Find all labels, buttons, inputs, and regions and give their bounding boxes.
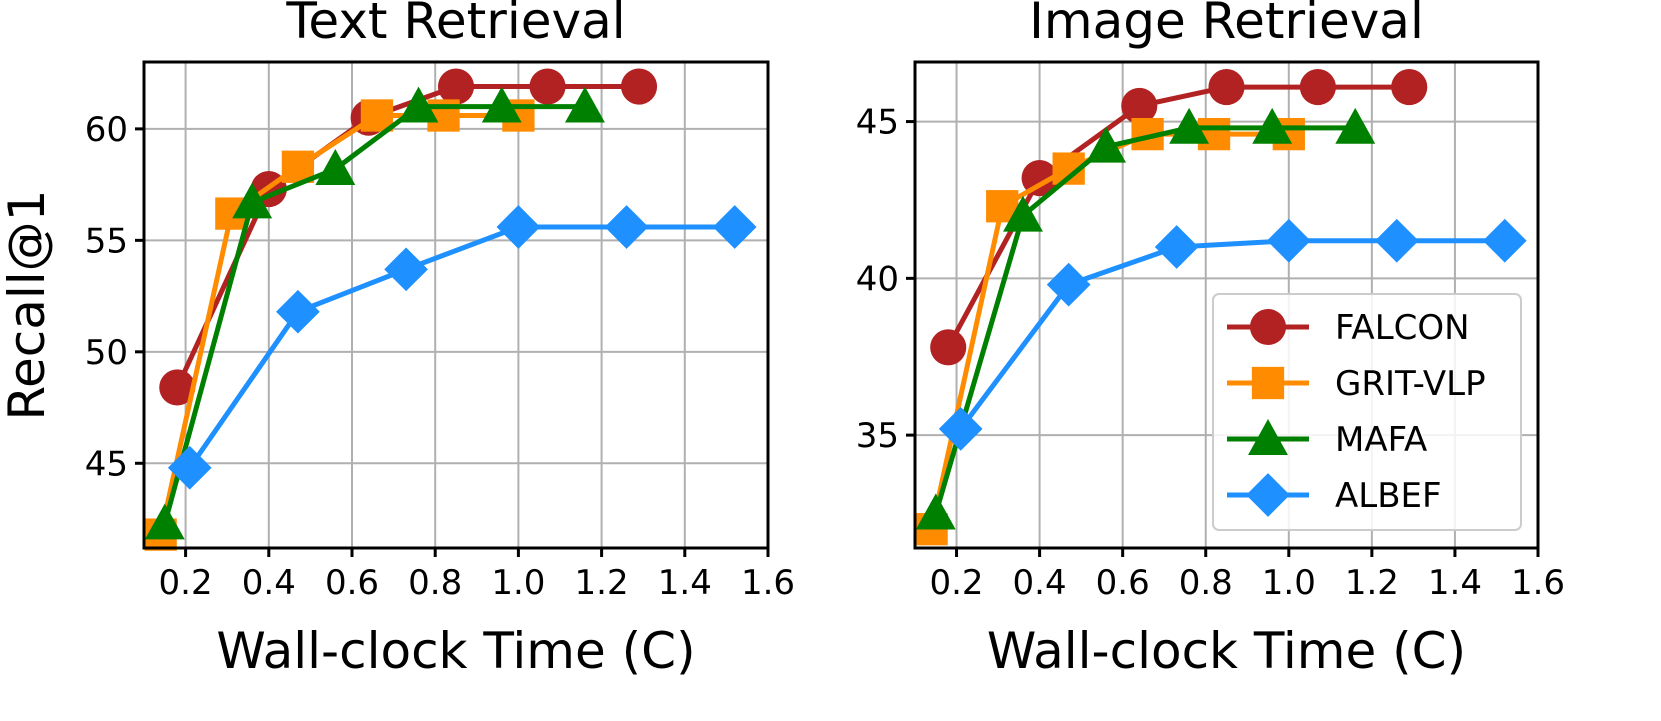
legend-entry-albef: ALBEF: [1227, 473, 1442, 517]
image-retrieval-x-axis-label: Wall-clock Time (C): [987, 622, 1466, 680]
text-retrieval-series-albef: [167, 205, 757, 490]
falcon-point-5: [620, 68, 658, 105]
legend-box: [1212, 293, 1522, 531]
falcon-point-5: [1391, 69, 1428, 106]
albef-point-5: [1482, 218, 1527, 263]
text-retrieval-xtick-label-7: 1.6: [741, 563, 795, 603]
albef-point-1: [276, 289, 320, 334]
legend-marker-falcon: [1249, 308, 1287, 346]
mafa-point-4: [1252, 107, 1293, 144]
mafa-point-0: [915, 493, 956, 530]
albef-point-0: [938, 407, 983, 451]
falcon-point-1: [1021, 159, 1058, 197]
image-retrieval-xtick-label-4: 1.0: [1262, 563, 1316, 603]
albef-point-1: [1046, 262, 1091, 307]
image-retrieval-xtick-label-5: 1.2: [1345, 563, 1399, 603]
image-retrieval-series-mafa: [915, 107, 1376, 530]
text-retrieval-chart: 0.2 0.4 0.6 0.8 1.0 1.2 1.4 1.6 45 50 55 60 Text Ret…: [0, 0, 795, 680]
image-retrieval-ytick-label-1: 40: [856, 259, 899, 299]
image-retrieval-xtick-label-6: 1.4: [1428, 563, 1482, 603]
albef-point-3: [1266, 218, 1311, 263]
image-retrieval-xtick-label-3: 0.8: [1179, 563, 1233, 603]
falcon-point-2: [1121, 87, 1158, 124]
legend-label-mafa: MAFA: [1335, 420, 1427, 460]
falcon-point-0: [159, 369, 196, 406]
legend-entry-mafa: MAFA: [1227, 419, 1427, 460]
text-retrieval-ytick-label-1: 50: [85, 333, 128, 373]
text-retrieval-xtick-label-3: 0.8: [408, 563, 462, 603]
text-retrieval-x-axis-label: Wall-clock Time (C): [216, 622, 695, 680]
text-retrieval-xtick-label-1: 0.4: [242, 563, 296, 603]
albef-point-2: [384, 247, 428, 292]
legend-label-grit-vlp: GRIT-VLP: [1335, 364, 1486, 404]
mafa-point-2: [1086, 126, 1127, 163]
text-retrieval-ytick-label-0: 45: [85, 444, 128, 484]
text-retrieval-xtick-label-2: 0.6: [325, 563, 379, 603]
legend-label-falcon: FALCON: [1335, 308, 1470, 348]
text-retrieval-ytick-label-2: 55: [85, 221, 128, 261]
mafa-point-1: [232, 182, 273, 219]
legend-entry-falcon: FALCON: [1227, 308, 1470, 348]
albef-point-2: [1154, 225, 1199, 269]
mafa-point-4: [481, 86, 522, 123]
image-retrieval-legend: FALCON GRIT-VLP MAFA ALBEF: [1212, 293, 1522, 531]
albef-point-4: [1374, 218, 1419, 263]
legend-marker-mafa: [1248, 419, 1288, 455]
text-retrieval-xtick-label-6: 1.4: [658, 563, 712, 603]
legend-label-albef: ALBEF: [1335, 476, 1442, 516]
image-retrieval-xtick-label-2: 0.6: [1096, 563, 1150, 603]
image-retrieval-xtick-label-0: 0.2: [929, 563, 983, 603]
image-retrieval-ytick-label-2: 45: [856, 103, 899, 143]
image-retrieval-ytick-label-0: 35: [856, 416, 899, 456]
albef-point-4: [604, 205, 649, 249]
mafa-point-5: [565, 86, 605, 123]
grit-vlp-point-3: [360, 99, 394, 132]
mafa-line: [933, 125, 1356, 515]
falcon-point-3: [1208, 69, 1245, 106]
albef-point-0: [167, 445, 212, 490]
legend-entry-grit-vlp: GRIT-VLP: [1227, 364, 1486, 404]
falcon-point-0: [930, 329, 967, 366]
mafa-point-2: [315, 149, 356, 185]
falcon-point-4: [1299, 69, 1336, 106]
falcon-point-3: [437, 68, 475, 105]
text-retrieval-y-axis-label: Recall@1: [0, 190, 56, 421]
mafa-point-5: [1335, 107, 1376, 144]
mafa-line: [162, 104, 585, 525]
text-retrieval-ytick-label-3: 60: [85, 110, 128, 150]
mafa-point-0: [144, 503, 185, 540]
image-retrieval-plot-frame: [913, 60, 1540, 550]
text-retrieval-xtick-label-0: 0.2: [159, 563, 213, 603]
text-retrieval-series-mafa: [144, 86, 605, 540]
image-retrieval-title: Image Retrieval: [1029, 0, 1424, 50]
mafa-point-3: [398, 86, 439, 123]
image-retrieval-chart: 0.2 0.4 0.6 0.8 1.0 1.2 1.4 1.6 35 40 45 Image Retr…: [856, 0, 1565, 680]
falcon-point-4: [529, 68, 566, 105]
text-retrieval-xtick-label-4: 1.0: [491, 563, 545, 603]
legend-marker-albef: [1246, 473, 1290, 517]
albef-line: [187, 224, 735, 470]
albef-point-5: [712, 205, 757, 249]
mafa-point-3: [1169, 107, 1210, 144]
legend-marker-grit-vlp: [1251, 366, 1285, 400]
image-retrieval-xtick-label-7: 1.6: [1511, 563, 1565, 603]
text-retrieval-plot-frame: [142, 60, 770, 550]
albef-point-3: [496, 205, 541, 249]
falcon-line: [175, 84, 640, 389]
image-retrieval-series-albef: [938, 218, 1527, 451]
text-retrieval-title: Text Retrieval: [285, 0, 625, 50]
image-retrieval-xtick-label-1: 0.4: [1013, 563, 1067, 603]
text-retrieval-xtick-label-5: 1.2: [575, 563, 629, 603]
mafa-point-1: [1003, 195, 1043, 232]
